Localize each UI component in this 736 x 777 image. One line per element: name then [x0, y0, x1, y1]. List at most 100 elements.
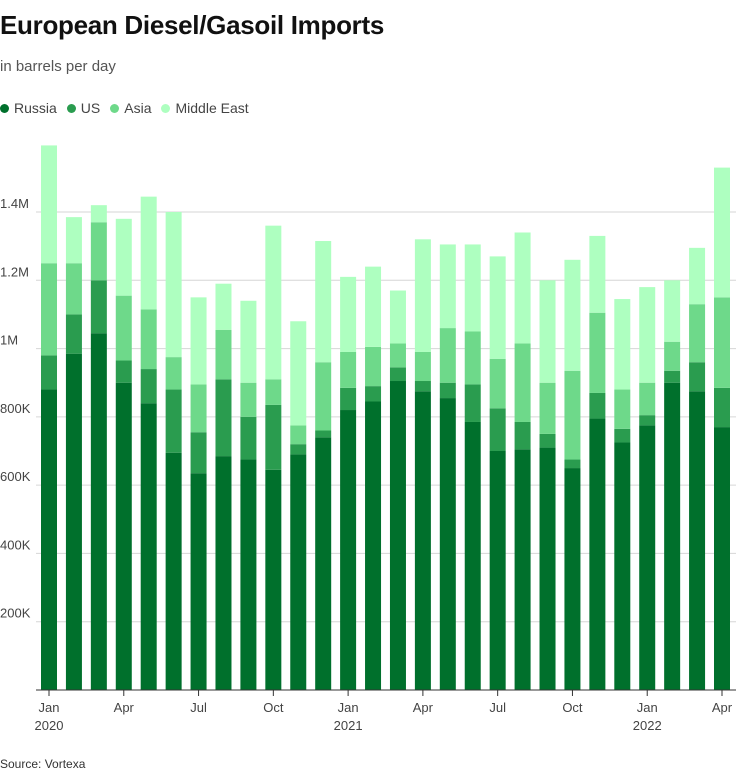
bar-asia	[90, 222, 107, 281]
bar-us	[65, 314, 82, 354]
y-tick-label: 600K	[0, 469, 31, 484]
bar-russia	[265, 469, 282, 690]
bar-middle-east	[564, 259, 581, 371]
bar-asia	[41, 263, 57, 356]
x-tick-label: Jan	[39, 700, 60, 715]
x-tick-label: Jul	[489, 700, 506, 715]
bar-asia	[489, 358, 506, 409]
bar-us	[190, 432, 207, 474]
bar-us	[614, 428, 631, 443]
bar-middle-east	[714, 167, 730, 298]
bar-asia	[439, 328, 456, 383]
bar-asia	[614, 389, 631, 429]
bar-russia	[115, 382, 132, 690]
bar-stack	[340, 276, 357, 690]
bar-asia	[365, 346, 382, 387]
bar-middle-east	[90, 205, 107, 223]
bar-russia	[389, 381, 406, 690]
legend-label-asia: Asia	[124, 100, 152, 116]
bar-us	[664, 370, 681, 383]
bar-stack	[514, 232, 531, 690]
bar-russia	[140, 403, 157, 690]
bar-middle-east	[190, 297, 207, 385]
bar-stack	[190, 297, 207, 690]
stacked-bar-chart: 200K 400K 600K 800K 1M 1.2M 1.4M Jan 2020 Apr Jul O…	[0, 145, 736, 733]
bar-stack	[389, 290, 406, 690]
bar-russia	[689, 391, 706, 690]
bar-middle-east	[265, 225, 282, 380]
bar-us	[414, 381, 431, 392]
y-tick-label: 400K	[0, 537, 31, 552]
x-tick-label: Jan	[637, 700, 658, 715]
x-tick-label: Oct	[263, 700, 284, 715]
bar-stack	[489, 256, 506, 690]
bar-us	[90, 280, 107, 334]
bar-us	[464, 384, 481, 422]
x-tick-year-label: 2020	[35, 718, 64, 733]
bar-stack	[215, 283, 232, 690]
y-tick-label: 1.2M	[0, 264, 29, 279]
bar-middle-east	[215, 283, 232, 330]
bar-us	[514, 421, 531, 450]
y-tick-label: 800K	[0, 401, 31, 416]
bar-stack	[639, 287, 656, 690]
chart-title: European Diesel/Gasoil Imports	[0, 10, 384, 40]
bar-russia	[165, 452, 182, 690]
bar-russia	[564, 468, 581, 690]
bar-us	[165, 389, 182, 453]
bar-middle-east	[389, 290, 406, 344]
bar-middle-east	[614, 299, 631, 390]
bar-us	[340, 387, 357, 411]
legend-swatch-us	[66, 103, 76, 113]
bar-asia	[664, 341, 681, 371]
legend-item-russia: Russia	[0, 100, 57, 116]
bar-middle-east	[115, 218, 132, 296]
legend-swatch-middle-east	[161, 103, 171, 113]
bar-us	[489, 408, 506, 451]
bar-middle-east	[165, 212, 182, 358]
bar-middle-east	[41, 145, 57, 264]
bar-stack	[564, 259, 581, 690]
bar-us	[689, 362, 706, 392]
bar-russia	[714, 427, 730, 690]
bar-russia	[439, 398, 456, 690]
bar-russia	[41, 389, 57, 690]
bar-russia	[589, 418, 606, 690]
bar-asia	[414, 351, 431, 382]
bar-asia	[340, 351, 357, 388]
bar-stack	[539, 280, 556, 690]
bar-russia	[639, 425, 656, 690]
y-tick-label: 200K	[0, 606, 31, 621]
bar-asia	[514, 343, 531, 422]
bar-us	[564, 459, 581, 469]
bar-russia	[240, 459, 257, 690]
bar-stack	[115, 218, 132, 690]
bar-asia	[115, 295, 132, 361]
bar-middle-east	[365, 266, 382, 347]
bar-stack	[315, 241, 332, 690]
bar-middle-east	[539, 280, 556, 383]
bar-russia	[90, 333, 107, 690]
bar-stack	[290, 321, 307, 690]
bar-russia	[664, 382, 681, 690]
bar-us	[41, 355, 57, 390]
legend: Russia US Asia Middle East	[0, 100, 259, 116]
bar-russia	[539, 447, 556, 690]
bar-us	[315, 430, 332, 438]
bar-stack	[464, 244, 481, 690]
y-tick-label: 1.4M	[0, 196, 29, 211]
bar-asia	[639, 382, 656, 416]
bar-middle-east	[290, 321, 307, 426]
bar-stack	[65, 217, 82, 690]
bar-stack	[365, 266, 382, 690]
bar-middle-east	[439, 244, 456, 329]
bar-russia	[340, 410, 357, 690]
x-tick-label: Oct	[562, 700, 583, 715]
bar-stack	[240, 300, 257, 690]
bar-us	[439, 382, 456, 399]
bar-middle-east	[65, 217, 82, 264]
bar-middle-east	[514, 232, 531, 344]
bar-us	[240, 416, 257, 460]
bar-russia	[614, 442, 631, 690]
bar-russia	[315, 437, 332, 690]
